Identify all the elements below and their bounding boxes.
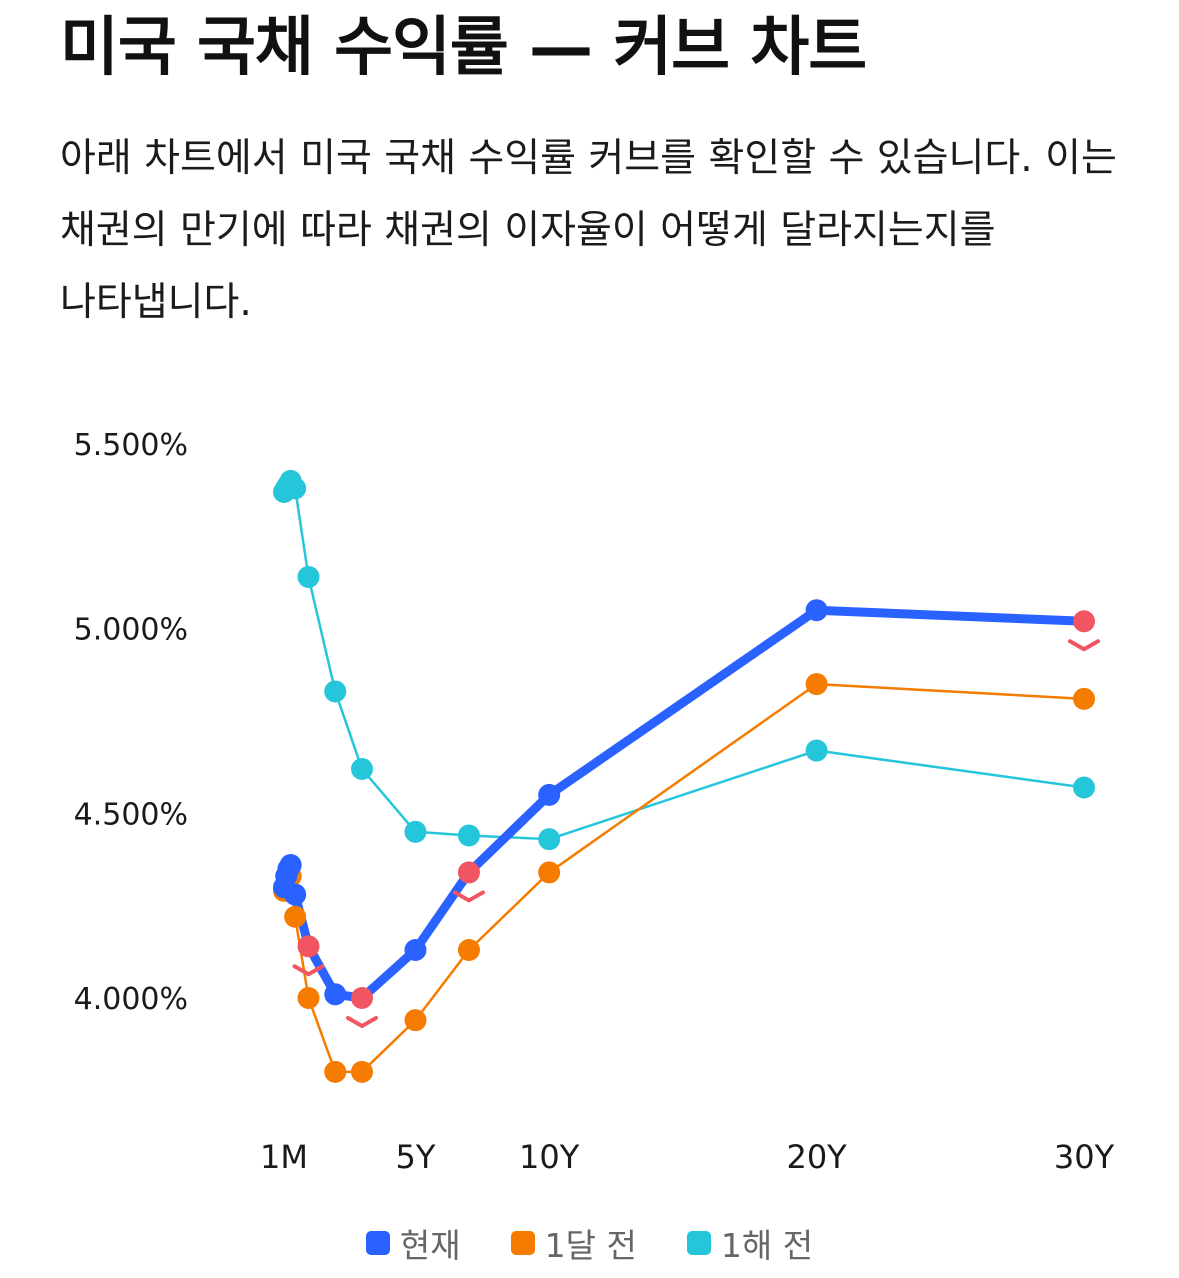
chart-legend: 현재 1달 전 1해 전 xyxy=(0,1218,1179,1268)
x-tick-label: 30Y xyxy=(1054,1138,1115,1176)
series-points xyxy=(273,469,1100,1083)
data-point-year-ago[interactable] xyxy=(404,820,427,843)
data-point-month-ago[interactable] xyxy=(404,1009,427,1032)
data-point-current[interactable] xyxy=(284,883,307,906)
data-point-year-ago[interactable] xyxy=(1073,776,1095,799)
y-tick-label: 5.000% xyxy=(74,613,188,648)
data-point-month-ago[interactable] xyxy=(457,938,480,961)
data-point-current[interactable] xyxy=(404,938,427,961)
x-tick-label: 10Y xyxy=(519,1138,580,1176)
legend-label-year-ago: 1해 전 xyxy=(720,1226,814,1265)
series-line-year-ago xyxy=(282,479,1086,841)
data-point-current[interactable] xyxy=(805,599,828,622)
data-point-month-ago[interactable] xyxy=(1073,687,1095,710)
legend-swatch-year-ago xyxy=(686,1231,711,1255)
legend-swatch-current xyxy=(365,1231,390,1255)
data-point-current[interactable] xyxy=(457,861,480,884)
data-point-current[interactable] xyxy=(324,983,347,1006)
data-point-current[interactable] xyxy=(297,935,320,958)
y-axis: 4.000% 4.500% 5.000% 5.500% xyxy=(74,428,188,1017)
legend-item-current[interactable]: 현재 xyxy=(365,1219,461,1267)
data-point-year-ago[interactable] xyxy=(297,565,320,588)
data-point-year-ago[interactable] xyxy=(350,758,373,781)
data-point-current[interactable] xyxy=(1073,610,1095,633)
data-point-year-ago[interactable] xyxy=(457,824,480,847)
data-point-year-ago[interactable] xyxy=(284,477,307,500)
data-point-month-ago[interactable] xyxy=(350,1060,373,1083)
x-tick-label: 20Y xyxy=(786,1138,847,1176)
data-point-month-ago[interactable] xyxy=(297,987,320,1009)
data-point-year-ago[interactable] xyxy=(805,739,828,762)
legend-swatch-month-ago xyxy=(510,1231,535,1255)
y-tick-label: 5.500% xyxy=(74,428,188,463)
data-point-month-ago[interactable] xyxy=(805,673,828,696)
chevron-down-icon xyxy=(345,1016,378,1028)
data-point-current[interactable] xyxy=(350,987,373,1009)
legend-item-year-ago[interactable]: 1해 전 xyxy=(686,1219,814,1267)
x-tick-label: 5Y xyxy=(396,1138,436,1176)
data-point-month-ago[interactable] xyxy=(324,1060,347,1083)
page-title: 미국 국채 수익률 — 커브 차트 xyxy=(60,11,867,85)
y-tick-label: 4.500% xyxy=(74,797,188,832)
data-point-month-ago[interactable] xyxy=(284,905,307,928)
y-tick-label: 4.000% xyxy=(74,982,188,1017)
legend-label-current: 현재 xyxy=(399,1226,461,1265)
data-point-year-ago[interactable] xyxy=(538,828,561,851)
series-lines xyxy=(279,479,1089,1074)
x-axis: 1M 5Y 10Y 20Y 30Y xyxy=(260,1138,1115,1176)
chevron-down-icon xyxy=(452,890,485,903)
data-point-current[interactable] xyxy=(538,783,561,806)
x-tick-label: 1M xyxy=(260,1138,308,1176)
chevron-down-icon xyxy=(1068,639,1100,652)
page-description: 아래 차트에서 미국 국채 수익률 커브를 확인할 수 있습니다. 이는 채권의… xyxy=(60,136,1117,325)
chevron-down-icon xyxy=(292,964,325,977)
series-line-current xyxy=(279,605,1089,1003)
data-point-year-ago[interactable] xyxy=(324,680,347,703)
legend-label-month-ago: 1달 전 xyxy=(544,1226,637,1265)
series-line-month-ago xyxy=(282,682,1086,1074)
legend-item-month-ago[interactable]: 1달 전 xyxy=(510,1219,637,1267)
data-point-month-ago[interactable] xyxy=(538,861,561,884)
data-point-current[interactable] xyxy=(279,854,302,877)
